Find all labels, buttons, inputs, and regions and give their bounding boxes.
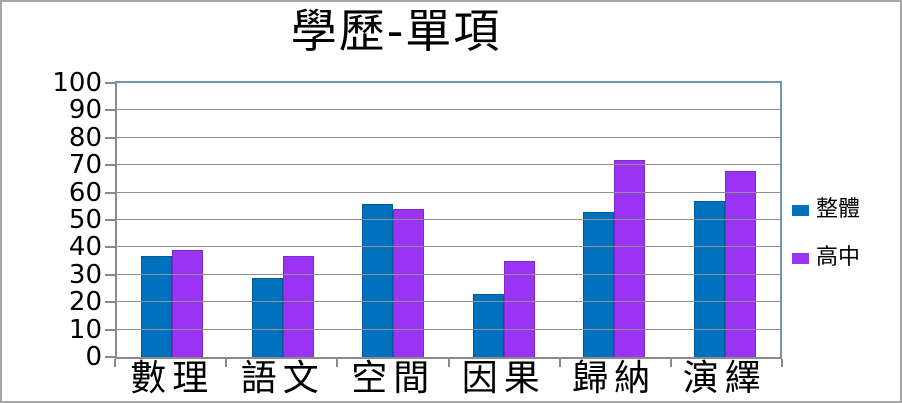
chart-title: 學歷-單項: [290, 4, 502, 58]
y-axis-tick-label: 10: [68, 314, 102, 345]
y-axis-tick: [105, 164, 115, 167]
legend-item: 高中: [792, 247, 860, 269]
legend-swatch: [792, 204, 809, 216]
gridline: [117, 164, 780, 166]
x-axis-tick: [669, 359, 672, 367]
gridline: [117, 273, 780, 275]
bar-group: [670, 83, 781, 357]
y-axis-ticks: [105, 82, 115, 358]
y-axis-tick-label: 80: [68, 122, 102, 153]
legend: 整體 高中: [792, 199, 860, 269]
y-axis-tick: [105, 273, 115, 276]
bar-group: [117, 83, 228, 357]
x-axis-category-label: 演繹: [682, 358, 767, 399]
y-axis-tick: [105, 301, 115, 304]
x-axis-category-label: 數理: [130, 358, 215, 399]
gridline: [117, 191, 780, 193]
y-axis-tick: [105, 246, 115, 249]
bar: [172, 250, 204, 357]
y-axis-tick-label: 0: [85, 342, 102, 372]
gridline: [117, 246, 780, 248]
legend-item: 整體: [792, 199, 860, 221]
bar-group: [559, 83, 670, 357]
gridline: [117, 219, 780, 220]
x-axis-tick: [114, 359, 116, 367]
bar: [393, 209, 425, 357]
bar: [503, 261, 535, 357]
bar-group: [449, 83, 560, 357]
bar: [251, 277, 283, 357]
bar: [724, 170, 756, 357]
x-axis-category-label: 歸納: [572, 358, 657, 399]
x-axis-category-label: 空間: [351, 358, 436, 399]
gridline: [117, 328, 780, 330]
bar: [472, 293, 504, 357]
y-axis-tick-label: 30: [68, 259, 102, 290]
y-axis-tick: [105, 328, 115, 331]
x-axis-tick: [336, 359, 339, 367]
legend-swatch: [792, 252, 809, 264]
x-axis-labels: 數理 語文 空間 因果 歸納 演繹: [117, 358, 780, 401]
bar: [693, 200, 725, 357]
y-axis-tick-label: 90: [68, 95, 102, 126]
y-axis-tick-label: 20: [68, 287, 102, 318]
bar: [282, 255, 314, 357]
bar-group: [228, 83, 339, 357]
y-axis-tick: [105, 191, 115, 194]
legend-label: 高中: [816, 245, 861, 270]
plot-area: [115, 81, 782, 359]
bar-groups: [117, 83, 780, 357]
x-axis-tick: [781, 359, 783, 367]
y-axis-labels: 0 10 20 30 40 50 60 70 80 90 100: [2, 70, 102, 370]
x-axis-tick: [447, 359, 450, 367]
y-axis-tick-label: 40: [68, 232, 102, 263]
gridline: [117, 301, 780, 303]
x-axis-tick: [558, 359, 561, 367]
y-axis-tick: [105, 82, 115, 84]
y-axis-tick: [105, 109, 115, 112]
y-axis-tick-label: 100: [52, 68, 102, 98]
bar: [141, 255, 173, 357]
y-axis-tick-label: 70: [68, 150, 102, 181]
bar-group: [338, 83, 449, 357]
y-axis-tick-label: 60: [68, 177, 102, 208]
gridline: [117, 136, 780, 138]
bar: [614, 159, 646, 357]
y-axis-tick: [105, 356, 115, 358]
x-axis-category-label: 語文: [240, 358, 325, 399]
x-axis-tick: [225, 359, 228, 367]
x-axis-category-label: 因果: [461, 358, 546, 399]
legend-label: 整體: [816, 197, 861, 222]
y-axis-tick: [105, 136, 115, 139]
bar: [583, 211, 615, 357]
bar: [362, 203, 394, 357]
y-axis-tick: [105, 219, 115, 221]
x-axis-ticks: [114, 359, 783, 368]
gridline: [117, 109, 780, 111]
y-axis-tick-label: 50: [68, 205, 102, 235]
